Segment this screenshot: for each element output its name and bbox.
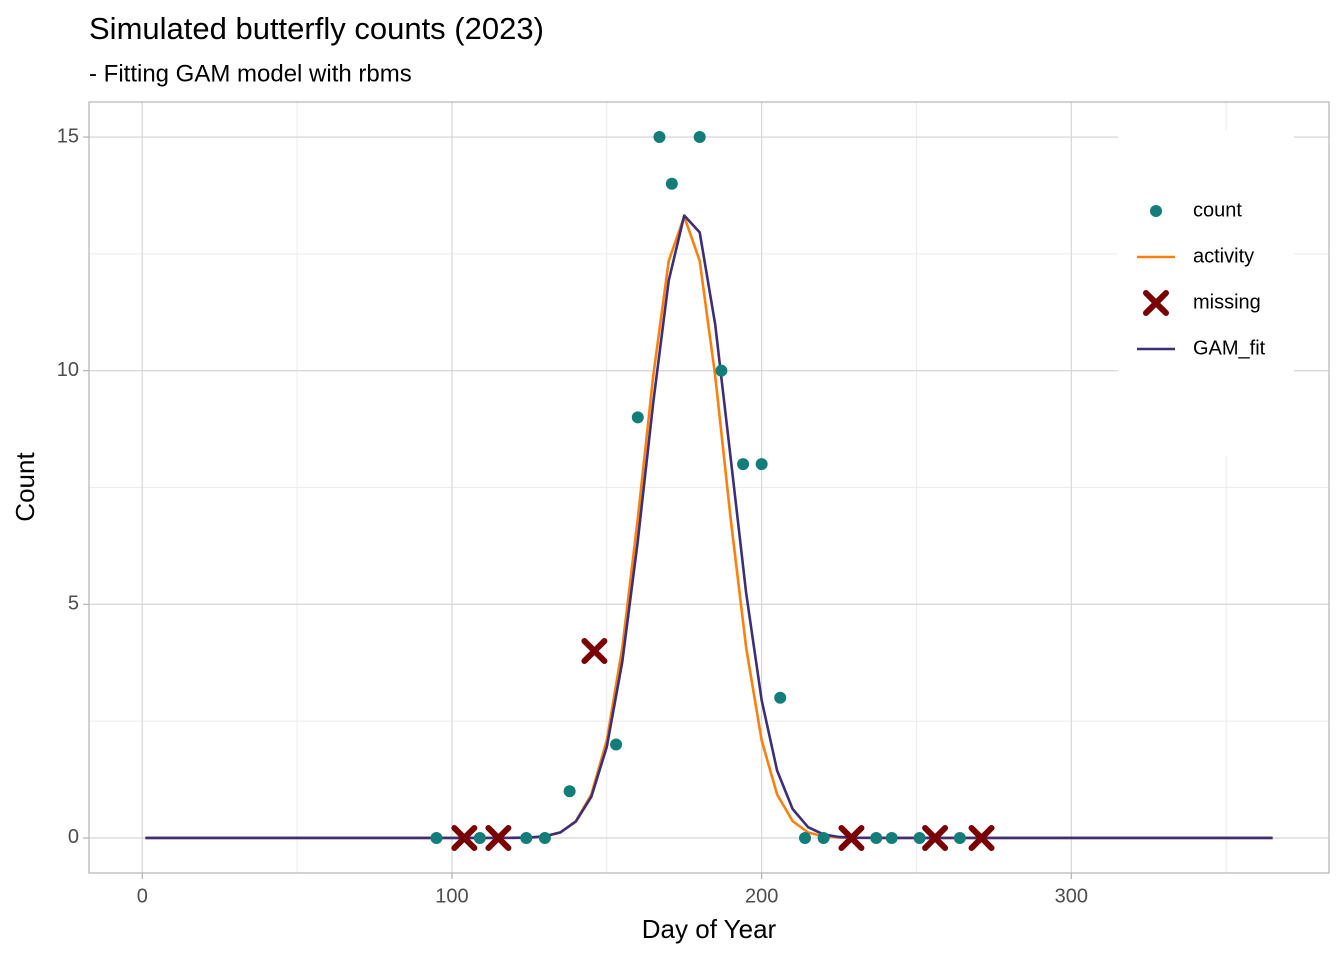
plot-marks — [145, 131, 1273, 851]
missing-marker — [922, 824, 949, 851]
x-tick-label: 0 — [137, 885, 148, 907]
chart-title: Simulated butterfly counts (2023) — [89, 11, 544, 46]
missing-marker — [485, 824, 512, 851]
missing-marker — [581, 638, 608, 665]
x-tick-label: 300 — [1055, 885, 1088, 907]
count-point — [473, 831, 486, 844]
count-point — [430, 831, 443, 844]
count-point — [799, 831, 812, 844]
legend: count activity missing GAM_fit — [1118, 130, 1294, 456]
count-point — [631, 411, 644, 424]
panel-border — [88, 101, 1330, 874]
count-point — [520, 831, 533, 844]
count-point — [953, 831, 966, 844]
x-axis-label: Day of Year — [642, 914, 777, 944]
legend-label: GAM_fit — [1193, 337, 1266, 359]
legend-label: count — [1193, 199, 1242, 221]
count-point — [665, 177, 678, 190]
legend-key — [1150, 205, 1162, 217]
count-point — [610, 738, 623, 751]
chart-subtitle: - Fitting GAM model with rbms — [89, 60, 412, 87]
count-point — [538, 831, 551, 844]
count-point — [817, 831, 830, 844]
x-tick-label: 100 — [435, 885, 468, 907]
count-point — [693, 131, 706, 144]
y-tick-label: 5 — [68, 593, 79, 615]
missing-marker — [838, 824, 865, 851]
legend-key — [1143, 290, 1169, 316]
count-point — [870, 831, 883, 844]
y-tick-label: 10 — [57, 359, 79, 381]
x-tick-label: 200 — [745, 885, 778, 907]
count-point — [737, 458, 750, 471]
legend-label: missing — [1193, 291, 1261, 313]
y-tick-label: 0 — [68, 826, 79, 848]
count-point — [715, 364, 728, 377]
legend-label: activity — [1193, 245, 1254, 267]
count-point — [755, 458, 768, 471]
count-point — [653, 131, 666, 144]
missing-marker — [968, 824, 995, 851]
missing-marker — [451, 824, 478, 851]
count-point — [774, 691, 787, 704]
y-axis-label: Count — [10, 452, 40, 522]
y-tick-label: 15 — [57, 125, 79, 147]
count-point — [913, 831, 926, 844]
count-point — [563, 785, 576, 798]
count-point — [885, 831, 898, 844]
